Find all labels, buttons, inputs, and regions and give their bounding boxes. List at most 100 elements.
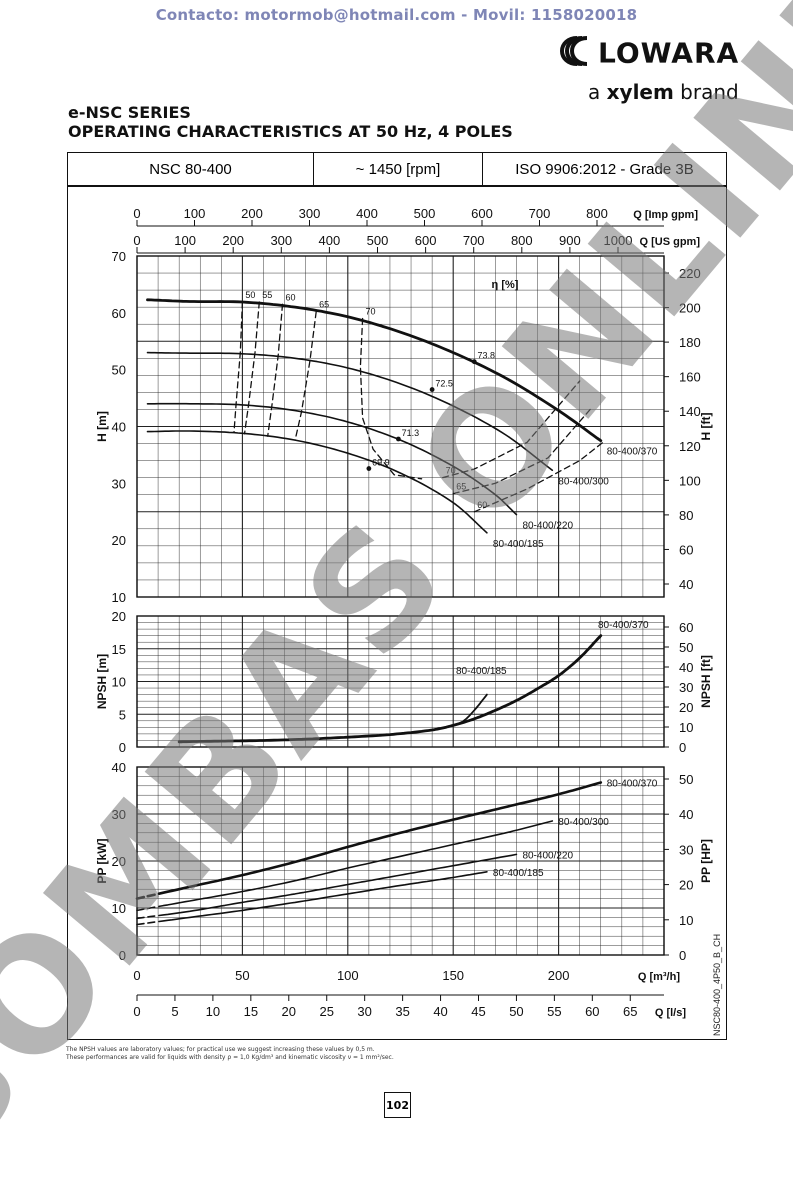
ls-tick-label: 60 [585,1004,599,1019]
y-right-tick-label: 0 [679,948,686,963]
us-tick-label: 900 [559,233,581,248]
y-tick-label: 10 [112,901,126,916]
bep-point [471,359,477,365]
brand-sub-xylem: xylem [606,80,674,104]
ls-tick-label: 30 [357,1004,371,1019]
efficiency-curve [359,317,423,480]
ls-tick-label: 35 [395,1004,409,1019]
x-axis-label: Q [m³/h] [638,971,680,983]
efficiency-curve [233,301,244,433]
brand-sub-suffix: brand [673,80,739,104]
efficiency-label: 65 [319,300,329,310]
us-tick-label: 1000 [604,233,633,248]
y-right-tick-label: 20 [679,878,693,893]
curve-label: 80-400/300 [558,476,609,487]
y-tick-label: 40 [112,420,126,435]
ls-tick-label: 10 [206,1004,220,1019]
y-right-tick-label: 40 [679,807,693,822]
bep-label: 69.9 [372,458,390,468]
y-axis-label: PP [kW] [95,838,109,883]
efficiency-label: 55 [262,290,272,300]
x-tick-label: 200 [548,968,570,983]
efficiency-curve [452,408,591,495]
page-title: e-NSC SERIES OPERATING CHARACTERISTICS A… [68,103,513,141]
head-curve [146,351,554,472]
imp-tick-label: 100 [184,206,206,221]
contact-banner: Contacto: motormob@hotmail.com - Movil: … [155,6,638,24]
y-tick-label: 70 [112,249,126,264]
power-curve-dashed [136,921,156,926]
y-right-tick-label: 140 [679,404,701,419]
imp-tick-label: 300 [299,206,321,221]
ls-axis-label: Q [l/s] [655,1007,687,1019]
y-right-tick-label: 100 [679,473,701,488]
ls-tick-label: 20 [282,1004,296,1019]
efficiency-label: 65 [456,482,466,492]
y-tick-label: 20 [112,609,126,624]
document-code: NSC80-400_4P50_B_CH [712,933,722,1036]
plot-area [136,615,665,748]
ls-tick-label: 25 [319,1004,333,1019]
efficiency-axis-label: η [%] [492,279,519,291]
page-number: 102 [384,1092,411,1118]
y-tick-label: 30 [112,476,126,491]
chart-frame [67,186,727,1040]
spec-standard: ISO 9906:2012 - Grade 3B [515,160,694,178]
curve-label: 80-400/185 [493,539,544,550]
y-right-tick-label: 50 [679,640,693,655]
imp-tick-label: 500 [414,206,436,221]
power-curve-dashed [136,906,156,912]
efficiency-label: 70 [446,466,456,476]
imp-axis-label: Q [Imp gpm] [633,209,698,221]
spec-table: NSC 80-400 ~ 1450 [rpm] ISO 9906:2012 - … [67,152,727,186]
curve-label: 80-400/370 [607,779,658,790]
y-tick-label: 10 [112,675,126,690]
power-curve [158,853,518,917]
y-right-tick-label: 180 [679,335,701,350]
imp-tick-label: 400 [356,206,378,221]
x-tick-label: 100 [337,968,359,983]
y-right-axis-label: PP [HP] [699,839,713,883]
bep-label: 71.3 [402,428,420,438]
curve-label: 80-400/220 [522,521,573,532]
us-tick-label: 500 [367,233,389,248]
us-tick-label: 100 [174,233,196,248]
y-right-tick-label: 30 [679,680,693,695]
imp-tick-label: 600 [471,206,493,221]
power-curve-dashed [136,915,156,920]
y-tick-label: 15 [112,642,126,657]
ls-tick-label: 5 [171,1004,178,1019]
npsh-label-185: 80-400/185 [456,666,507,677]
y-right-tick-label: 60 [679,620,693,635]
curve-label: 80-400/370 [607,447,658,458]
ls-tick-label: 0 [133,1004,140,1019]
us-tick-label: 0 [133,233,140,248]
head-curve [146,430,488,534]
y-tick-label: 20 [112,533,126,548]
y-right-tick-label: 10 [679,720,693,735]
footnote-density: These performances are valid for liquids… [66,1054,394,1061]
head-curve [146,298,603,443]
y-axis-label: H [m] [95,411,109,442]
y-tick-label: 50 [112,363,126,378]
y-tick-label: 10 [112,590,126,605]
y-right-tick-label: 40 [679,577,693,592]
plot-area [136,255,665,598]
y-right-tick-label: 40 [679,660,693,675]
spec-speed: ~ 1450 [rpm] [314,153,483,185]
efficiency-curve [294,311,317,441]
y-tick-label: 40 [112,760,126,775]
brand-sub-prefix: a [588,80,607,104]
efficiency-label: 50 [245,290,255,300]
y-right-tick-label: 30 [679,842,693,857]
us-tick-label: 800 [511,233,533,248]
bep-point [429,387,435,392]
imp-tick-label: 700 [529,206,551,221]
y-axis-label: NPSH [m] [95,654,109,709]
y-tick-label: 30 [112,807,126,822]
x-tick-label: 50 [235,968,249,983]
y-right-tick-label: 20 [679,700,693,715]
imp-tick-label: 800 [586,206,608,221]
power-curve [158,871,488,923]
footnote-npsh: The NPSH values are laboratory values; f… [66,1046,375,1053]
